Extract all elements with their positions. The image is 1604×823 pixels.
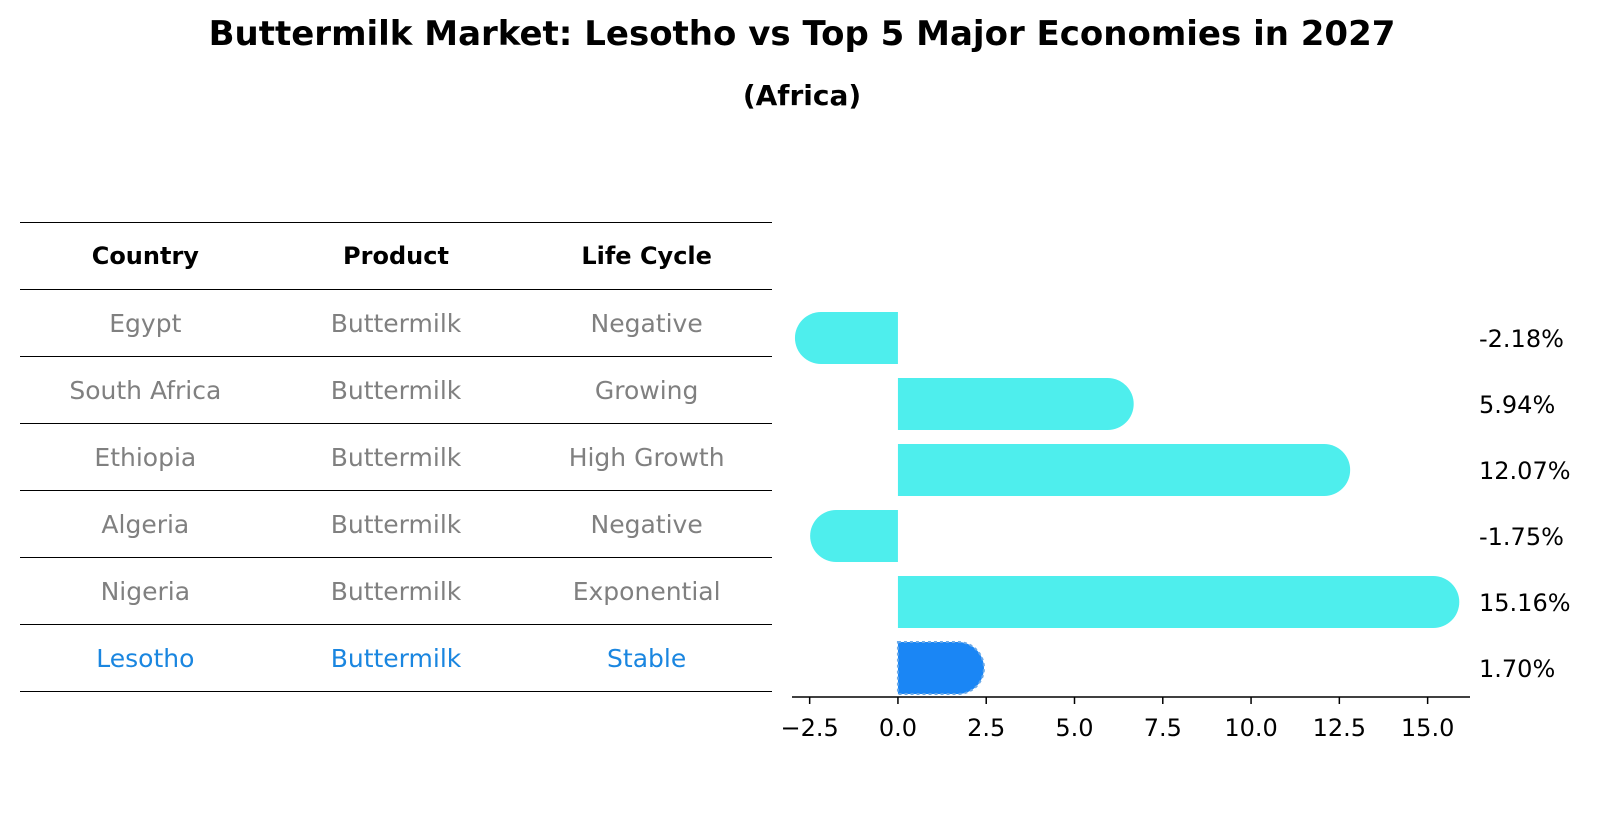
cell-country: Egypt xyxy=(109,308,182,338)
bar-algeria xyxy=(810,510,898,562)
header-product: Product xyxy=(343,242,449,270)
value-label: -2.18% xyxy=(1479,325,1564,353)
bar-nigeria xyxy=(897,576,1460,628)
header-life-cycle: Life Cycle xyxy=(581,242,712,270)
cell-product: Buttermilk xyxy=(330,308,462,338)
x-tick-label: 7.5 xyxy=(1144,714,1182,742)
cell-product: Buttermilk xyxy=(330,576,462,606)
bar-ethiopia xyxy=(897,444,1351,496)
x-tick-label: 15.0 xyxy=(1401,714,1454,742)
cell-product: Buttermilk xyxy=(330,375,462,405)
cell-product: Buttermilk xyxy=(330,442,462,472)
value-label: 5.94% xyxy=(1479,391,1555,419)
cell-country: South Africa xyxy=(69,375,222,405)
bar-south-africa xyxy=(897,378,1134,430)
cell-life-cycle: High Growth xyxy=(568,442,725,472)
x-tick-label: −2.5 xyxy=(781,714,839,742)
data-table: Country Product Life Cycle Egypt Butterm… xyxy=(20,222,772,692)
cell-country: Nigeria xyxy=(100,576,191,606)
cell-product: Buttermilk xyxy=(330,643,462,673)
cell-country: Ethiopia xyxy=(94,442,197,472)
value-label: 1.70% xyxy=(1479,655,1555,683)
value-label: 15.16% xyxy=(1479,589,1571,617)
cell-life-cycle: Exponential xyxy=(572,576,721,606)
value-label: 12.07% xyxy=(1479,457,1571,485)
x-tick-label: 10.0 xyxy=(1224,714,1277,742)
chart-subtitle: (Africa) xyxy=(742,79,862,112)
value-label: -1.75% xyxy=(1479,523,1564,551)
table-row: Egypt Buttermilk Negative xyxy=(20,289,772,356)
x-tick-label: 2.5 xyxy=(967,714,1005,742)
x-tick-label: 0.0 xyxy=(879,714,917,742)
table-row-highlight: Lesotho Buttermilk Stable xyxy=(20,624,772,692)
cell-life-cycle: Stable xyxy=(607,643,687,673)
cell-life-cycle: Growing xyxy=(594,375,699,405)
table-row: South Africa Buttermilk Growing xyxy=(20,356,772,423)
bar-egypt xyxy=(794,312,898,364)
table-row: Algeria Buttermilk Negative xyxy=(20,490,772,557)
x-tick-label: 5.0 xyxy=(1055,714,1093,742)
bar-lesotho xyxy=(896,641,985,695)
table-row: Nigeria Buttermilk Exponential xyxy=(20,557,772,624)
x-tick-label: 12.5 xyxy=(1313,714,1366,742)
cell-country: Lesotho xyxy=(96,643,195,673)
chart-title: Buttermilk Market: Lesotho vs Top 5 Majo… xyxy=(208,14,1396,54)
table-row: Ethiopia Buttermilk High Growth xyxy=(20,423,772,490)
cell-life-cycle: Negative xyxy=(590,308,703,338)
cell-country: Algeria xyxy=(101,509,190,539)
header-country: Country xyxy=(91,242,199,270)
cell-product: Buttermilk xyxy=(330,509,462,539)
table-header-row: Country Product Life Cycle xyxy=(20,222,772,289)
cell-life-cycle: Negative xyxy=(590,509,703,539)
